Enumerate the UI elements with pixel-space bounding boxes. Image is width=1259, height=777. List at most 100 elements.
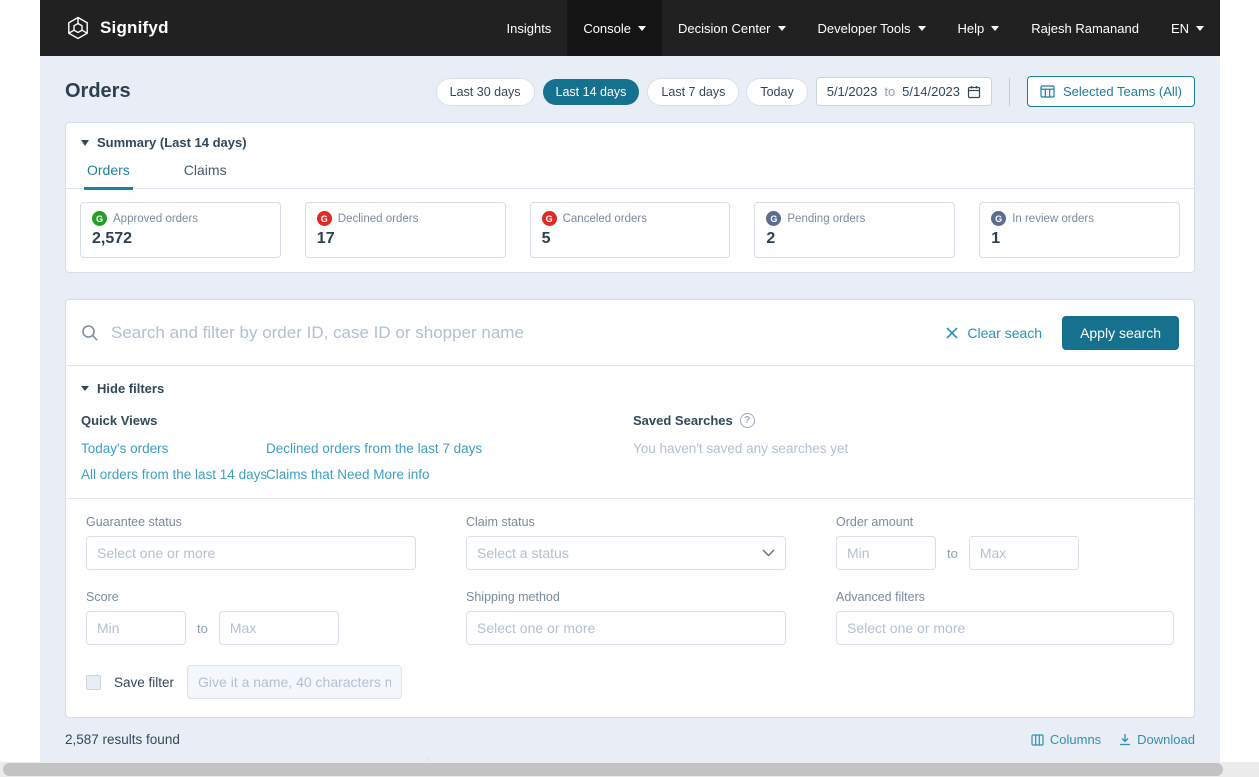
preset-last-30-days[interactable]: Last 30 days <box>437 79 534 105</box>
quick-views-title: Quick Views <box>81 413 633 428</box>
quick-view-todays-orders[interactable]: Today's orders <box>81 441 266 456</box>
guarantee-badge-icon: G <box>542 211 557 226</box>
app-window: Signifyd Insights Console Decision Cente… <box>40 0 1220 763</box>
tab-orders[interactable]: Orders <box>84 162 133 190</box>
quick-views-block: Quick Views Today's orders Declined orde… <box>81 413 633 482</box>
nav-item-decision-center[interactable]: Decision Center <box>662 0 802 56</box>
summary-cards: GApproved orders 2,572 GDeclined orders … <box>66 189 1194 272</box>
date-from: 5/1/2023 <box>827 84 878 99</box>
date-filter-bar: Last 30 days Last 14 days Last 7 days To… <box>437 76 1195 107</box>
chevron-down-icon <box>991 26 999 31</box>
range-separator: to <box>197 621 208 636</box>
field-label: Order amount <box>836 515 1174 529</box>
guarantee-badge-icon: G <box>92 211 107 226</box>
clear-search-button[interactable]: Clear seach <box>946 325 1042 341</box>
field-label: Advanced filters <box>836 590 1174 604</box>
quick-view-all-14-days[interactable]: All orders from the last 14 days <box>81 467 266 482</box>
range-separator: to <box>947 546 958 561</box>
card-value: 5 <box>542 230 719 248</box>
score-min-input[interactable] <box>86 611 186 645</box>
summary-title: Summary (Last 14 days) <box>97 135 247 150</box>
filters-grid: Guarantee status Claim status Order amou… <box>66 498 1194 645</box>
columns-button[interactable]: Columns <box>1031 732 1101 747</box>
preset-last-14-days[interactable]: Last 14 days <box>543 79 640 105</box>
selected-teams-button[interactable]: Selected Teams (All) <box>1027 76 1195 107</box>
card-value: 1 <box>991 230 1168 248</box>
search-filter-panel: Clear seach Apply search Hide filters Qu… <box>65 299 1195 718</box>
nav-item-help[interactable]: Help <box>942 0 1016 56</box>
date-range-picker[interactable]: 5/1/2023 to 5/14/2023 <box>816 77 992 106</box>
summary-tabs: Orders Claims <box>66 162 1194 189</box>
search-icon <box>81 324 99 342</box>
guarantee-badge-icon: G <box>317 211 332 226</box>
guarantee-status-input[interactable] <box>86 536 416 570</box>
tab-claims[interactable]: Claims <box>181 162 230 190</box>
guarantee-badge-icon: G <box>991 211 1006 226</box>
nav-menu: Insights Console Decision Center Develop… <box>491 0 1221 56</box>
page-header: Orders Last 30 days Last 14 days Last 7 … <box>40 56 1220 122</box>
brand-name: Signifyd <box>100 18 169 38</box>
card-value: 2 <box>766 230 943 248</box>
search-row: Clear seach Apply search <box>66 300 1194 366</box>
hide-filters-toggle[interactable]: Hide filters <box>66 366 1194 398</box>
teams-grid-icon <box>1040 85 1055 98</box>
card-canceled-orders[interactable]: GCanceled orders 5 <box>530 202 731 258</box>
calendar-icon <box>967 85 981 99</box>
summary-header[interactable]: Summary (Last 14 days) <box>66 135 1194 150</box>
guarantee-status-field: Guarantee status <box>86 515 416 570</box>
nav-item-language[interactable]: EN <box>1155 0 1220 56</box>
nav-item-user[interactable]: Rajesh Ramanand <box>1015 0 1155 56</box>
views-row: Quick Views Today's orders Declined orde… <box>66 398 1194 482</box>
quick-view-declined-7-days[interactable]: Declined orders from the last 7 days <box>266 441 633 456</box>
card-label: In review orders <box>1012 213 1094 225</box>
card-approved-orders[interactable]: GApproved orders 2,572 <box>80 202 281 258</box>
date-separator: to <box>884 84 895 99</box>
nav-item-developer-tools[interactable]: Developer Tools <box>802 0 942 56</box>
advanced-filters-field: Advanced filters <box>836 590 1174 645</box>
preset-last-7-days[interactable]: Last 7 days <box>648 79 738 105</box>
card-label: Approved orders <box>113 213 198 225</box>
order-amount-min-input[interactable] <box>836 536 936 570</box>
shipping-method-input[interactable] <box>466 611 786 645</box>
apply-search-button[interactable]: Apply search <box>1062 316 1179 350</box>
close-icon <box>946 327 958 339</box>
signifyd-hexagon-icon <box>65 15 91 41</box>
claim-status-select[interactable] <box>466 536 786 570</box>
search-input[interactable] <box>111 323 946 343</box>
signifyd-logo[interactable]: Signifyd <box>65 0 169 56</box>
results-meta-row: 2,587 results found Columns Download <box>65 732 1195 747</box>
card-pending-orders[interactable]: GPending orders 2 <box>754 202 955 258</box>
help-icon[interactable] <box>740 413 755 428</box>
filter-name-input[interactable] <box>187 665 402 699</box>
save-filter-row: Save filter <box>66 665 1194 699</box>
score-max-input[interactable] <box>219 611 339 645</box>
page-title: Orders <box>65 80 131 103</box>
card-label: Pending orders <box>787 213 865 225</box>
columns-icon <box>1031 734 1044 746</box>
chevron-down-icon <box>762 549 775 557</box>
horizontal-scrollbar[interactable] <box>0 762 1259 777</box>
top-navbar: Signifyd Insights Console Decision Cente… <box>40 0 1220 56</box>
saved-searches-empty-text: You haven't saved any searches yet <box>633 441 848 456</box>
results-count: 2,587 results found <box>65 732 180 747</box>
save-filter-label: Save filter <box>114 675 174 690</box>
saved-searches-block: Saved Searches You haven't saved any sea… <box>633 413 848 482</box>
score-field: Score to <box>86 590 416 645</box>
divider <box>1009 78 1010 106</box>
nav-item-console[interactable]: Console <box>567 0 662 56</box>
scrollbar-thumb[interactable] <box>3 763 1223 776</box>
card-label: Declined orders <box>338 213 419 225</box>
nav-item-insights[interactable]: Insights <box>491 0 568 56</box>
field-label: Score <box>86 590 416 604</box>
preset-today[interactable]: Today <box>747 79 806 105</box>
order-amount-max-input[interactable] <box>969 536 1079 570</box>
card-declined-orders[interactable]: G Declined orders 17 <box>305 202 506 258</box>
card-value: 17 <box>317 230 494 248</box>
chevron-down-icon <box>638 26 646 31</box>
shipping-method-field: Shipping method <box>466 590 786 645</box>
quick-view-claims-need-info[interactable]: Claims that Need More info <box>266 467 633 482</box>
save-filter-checkbox[interactable] <box>86 675 101 690</box>
card-in-review-orders[interactable]: G In review orders 1 <box>979 202 1180 258</box>
download-button[interactable]: Download <box>1119 732 1195 747</box>
advanced-filters-input[interactable] <box>836 611 1174 645</box>
